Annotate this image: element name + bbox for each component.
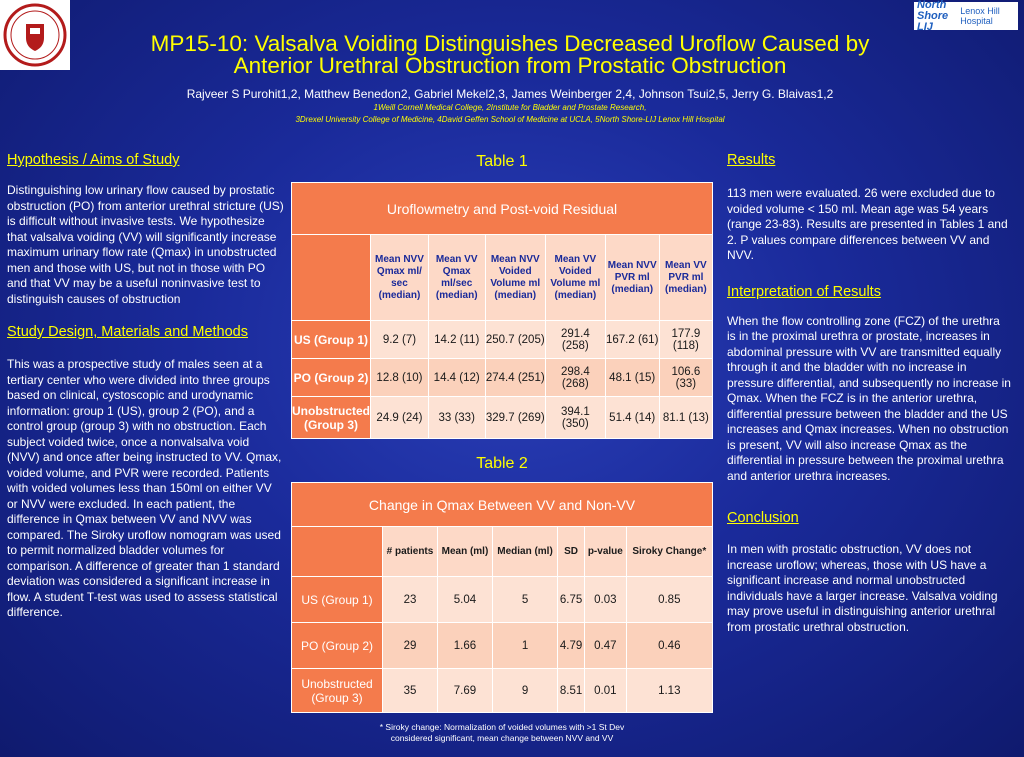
table1-cell: 250.7 (205) — [484, 320, 547, 359]
table1-title: Uroflowmetry and Post-void Residual — [291, 182, 713, 235]
table-row: Unobstructed (Group 3) 35 7.69 9 8.51 0.… — [291, 668, 714, 713]
table1-cell: 106.6 (33) — [658, 358, 714, 397]
table2-cell: 0.03 — [584, 576, 627, 623]
table1-cell: 14.2 (11) — [427, 320, 486, 359]
table1-cell: 291.4 (258) — [545, 320, 606, 359]
table2-col-header: # patients — [382, 526, 438, 577]
table1-row-label: US (Group 1) — [291, 320, 371, 359]
hypothesis-text: Distinguishing low urinary flow caused b… — [7, 183, 284, 306]
poster-title: MP15-10: Valsalva Voiding Distinguishes … — [80, 31, 940, 78]
conclusion-heading: Conclusion — [727, 510, 799, 526]
table2-row-label: Unobstructed (Group 3) — [291, 668, 383, 713]
table-row: US (Group 1) 23 5.04 5 6.75 0.03 0.85 — [291, 576, 714, 623]
table1-cell: 12.8 (10) — [370, 358, 429, 397]
table1-cell: 167.2 (61) — [604, 320, 660, 359]
table2-cell: 1 — [491, 622, 559, 669]
table-2: Change in Qmax Between VV and Non-VV # p… — [291, 482, 714, 713]
table1-cell: 33 (33) — [427, 396, 486, 439]
table2-cell: 0.01 — [584, 668, 627, 713]
table2-cell: 6.75 — [557, 576, 586, 623]
table1-cell: 24.9 (24) — [370, 396, 429, 439]
table1-col-header: Mean VV Qmax ml/sec (median) — [427, 234, 486, 321]
design-heading: Study Design, Materials and Methods — [7, 324, 248, 340]
table2-row-label: PO (Group 2) — [291, 622, 383, 669]
table2-cell: 1.66 — [436, 622, 493, 669]
table2-cell: 5 — [491, 576, 559, 623]
table1-cell: 14.4 (12) — [427, 358, 486, 397]
table1-row-label: PO (Group 2) — [291, 358, 371, 397]
footnote-line-2: considered significant, mean change betw… — [390, 733, 614, 743]
table2-cell: 23 — [382, 576, 438, 623]
table-row: PO (Group 2) 12.8 (10) 14.4 (12) 274.4 (… — [291, 358, 714, 397]
table1-cell: 51.4 (14) — [604, 396, 660, 439]
results-heading: Results — [727, 152, 776, 168]
title-line-2: Anterior Urethral Obstruction from Prost… — [233, 53, 787, 78]
table-row: PO (Group 2) 29 1.66 1 4.79 0.47 0.46 — [291, 622, 714, 669]
table1-cell: 81.1 (13) — [658, 396, 714, 439]
table1-cell: 298.4 (268) — [545, 358, 606, 397]
conclusion-text: In men with prostatic obstruction, VV do… — [727, 542, 998, 634]
table-1: Uroflowmetry and Post-void Residual Mean… — [291, 182, 714, 439]
table1-cell: 9.2 (7) — [370, 320, 429, 359]
table2-cell: 5.04 — [436, 576, 493, 623]
table2-cell: 9 — [491, 668, 559, 713]
table1-cell: 274.4 (251) — [484, 358, 547, 397]
table-row: Unobstructed (Group 3) 24.9 (24) 33 (33)… — [291, 396, 714, 439]
table1-col-header: Mean VV Voided Volume ml (median) — [545, 234, 606, 321]
table1-row-label: Unobstructed (Group 3) — [291, 396, 371, 439]
table1-corner — [291, 234, 371, 321]
table2-cell: 8.51 — [557, 668, 586, 713]
table1-cell: 177.9 (118) — [658, 320, 714, 359]
table2-col-header: Mean (ml) — [436, 526, 493, 577]
table2-cell: 7.69 — [436, 668, 493, 713]
table1-cell: 329.7 (269) — [484, 396, 547, 439]
table2-cell: 0.46 — [625, 622, 714, 669]
table2-title: Change in Qmax Between VV and Non-VV — [291, 482, 713, 527]
table1-col-header: Mean NVV PVR ml (median) — [604, 234, 660, 321]
table2-footnote: * Siroky change: Normalization of voided… — [291, 722, 713, 744]
seal-icon — [3, 3, 67, 67]
table2-cell: 1.13 — [625, 668, 714, 713]
table1-col-header: Mean NVV Voided Volume ml (median) — [484, 234, 547, 321]
results-text: 113 men were evaluated. 26 were excluded… — [727, 186, 1008, 262]
hypothesis-heading: Hypothesis / Aims of Study — [7, 152, 180, 168]
interpretation-text: When the flow controlling zone (FCZ) of … — [727, 313, 1011, 483]
affiliations-line-2: 3Drexel University College of Medicine, … — [295, 115, 725, 124]
table2-col-header: Median (ml) — [491, 526, 559, 577]
table2-cell: 35 — [382, 668, 438, 713]
table2-cell: 0.85 — [625, 576, 714, 623]
table1-cell: 394.1 (350) — [545, 396, 606, 439]
table1-col-header: Mean VV PVR ml (median) — [658, 234, 714, 321]
logo-right-main: North Shore LIJ — [917, 0, 949, 33]
table1-col-header: Mean NVV Qmax ml/ sec (median) — [370, 234, 429, 321]
table2-cell: 29 — [382, 622, 438, 669]
footnote-line-1: * Siroky change: Normalization of voided… — [379, 722, 625, 732]
table2-cell: 4.79 — [557, 622, 586, 669]
table-row: US (Group 1) 9.2 (7) 14.2 (11) 250.7 (20… — [291, 320, 714, 359]
table2-corner — [291, 526, 383, 577]
affiliations-line-1: 1Weill Cornell Medical College, 2Institu… — [373, 103, 647, 112]
title-line-1: MP15-10: Valsalva Voiding Distinguishes … — [150, 31, 870, 56]
north-shore-lij-logo: North Shore LIJ Lenox Hill Hospital — [914, 0, 1018, 33]
table1-caption: Table 1 — [476, 153, 528, 170]
cornell-seal-logo — [0, 0, 70, 70]
table2-col-header: SD — [557, 526, 586, 577]
design-text: This was a prospective study of males se… — [7, 357, 282, 619]
table2-row-label: US (Group 1) — [291, 576, 383, 623]
table2-caption: Table 2 — [476, 455, 528, 472]
right-column: Results 113 men were evaluated. 26 were … — [727, 152, 1011, 635]
interpretation-heading: Interpretation of Results — [727, 283, 881, 300]
left-column: Hypothesis / Aims of Study Distinguishin… — [7, 152, 285, 621]
table2-col-header: Siroky Change* — [625, 526, 714, 577]
table1-cell: 48.1 (15) — [604, 358, 660, 397]
table2-col-header: p-value — [584, 526, 627, 577]
authors: Rajveer S Purohit1,2, Matthew Benedon2, … — [186, 87, 834, 101]
logo-right-sub: Lenox Hill Hospital — [960, 6, 1000, 26]
table2-cell: 0.47 — [584, 622, 627, 669]
